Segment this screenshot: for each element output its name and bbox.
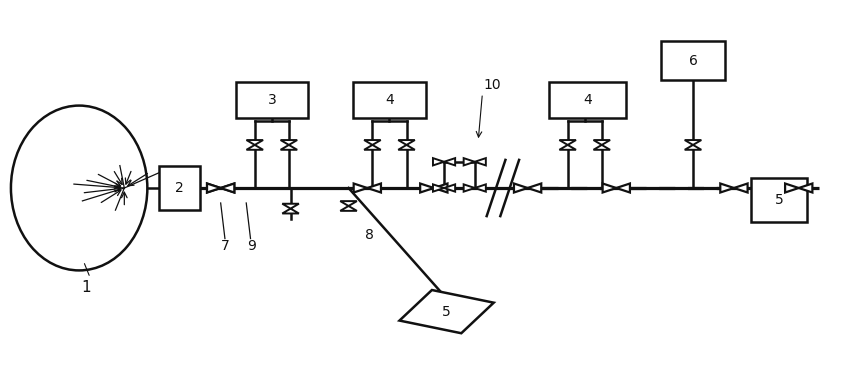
Polygon shape bbox=[206, 183, 220, 193]
Polygon shape bbox=[220, 183, 234, 193]
Polygon shape bbox=[432, 184, 444, 192]
FancyBboxPatch shape bbox=[160, 167, 200, 209]
Polygon shape bbox=[616, 183, 630, 193]
Polygon shape bbox=[220, 183, 234, 193]
Text: 1: 1 bbox=[81, 280, 90, 295]
Polygon shape bbox=[602, 183, 616, 193]
Polygon shape bbox=[206, 183, 220, 193]
Text: 5: 5 bbox=[774, 193, 782, 207]
Polygon shape bbox=[444, 158, 455, 165]
Polygon shape bbox=[367, 183, 380, 193]
Polygon shape bbox=[719, 183, 733, 193]
Text: 8: 8 bbox=[365, 228, 374, 242]
Polygon shape bbox=[281, 145, 297, 150]
Polygon shape bbox=[559, 145, 575, 150]
Polygon shape bbox=[247, 145, 263, 150]
Polygon shape bbox=[281, 140, 297, 145]
Polygon shape bbox=[684, 145, 700, 150]
Polygon shape bbox=[514, 183, 527, 193]
Text: 6: 6 bbox=[688, 54, 697, 68]
Text: 3: 3 bbox=[267, 93, 276, 107]
Polygon shape bbox=[339, 206, 357, 211]
Polygon shape bbox=[420, 183, 433, 193]
Text: 2: 2 bbox=[175, 181, 184, 195]
FancyBboxPatch shape bbox=[548, 82, 625, 118]
Polygon shape bbox=[363, 140, 380, 145]
Polygon shape bbox=[474, 184, 485, 192]
Polygon shape bbox=[684, 140, 700, 145]
Polygon shape bbox=[593, 140, 609, 145]
Polygon shape bbox=[798, 183, 811, 193]
Polygon shape bbox=[353, 183, 367, 193]
Polygon shape bbox=[397, 140, 415, 145]
FancyBboxPatch shape bbox=[751, 179, 806, 221]
Polygon shape bbox=[527, 183, 541, 193]
Text: 7: 7 bbox=[220, 239, 229, 253]
FancyBboxPatch shape bbox=[660, 41, 724, 80]
Text: 4: 4 bbox=[583, 93, 591, 107]
Polygon shape bbox=[282, 209, 299, 214]
Polygon shape bbox=[399, 290, 493, 333]
Polygon shape bbox=[474, 158, 485, 165]
Polygon shape bbox=[593, 145, 609, 150]
Polygon shape bbox=[463, 184, 474, 192]
FancyBboxPatch shape bbox=[353, 82, 426, 118]
Text: 4: 4 bbox=[385, 93, 393, 107]
Polygon shape bbox=[397, 145, 415, 150]
Polygon shape bbox=[559, 140, 575, 145]
FancyBboxPatch shape bbox=[235, 82, 308, 118]
Polygon shape bbox=[339, 201, 357, 206]
Polygon shape bbox=[463, 158, 474, 165]
Polygon shape bbox=[363, 145, 380, 150]
Polygon shape bbox=[282, 204, 299, 209]
Polygon shape bbox=[784, 183, 798, 193]
Polygon shape bbox=[733, 183, 746, 193]
Text: 10: 10 bbox=[483, 78, 500, 92]
Text: 5: 5 bbox=[442, 305, 450, 318]
Polygon shape bbox=[247, 140, 263, 145]
Polygon shape bbox=[433, 183, 447, 193]
Polygon shape bbox=[444, 184, 455, 192]
Text: 9: 9 bbox=[247, 239, 256, 253]
Ellipse shape bbox=[11, 106, 148, 270]
Polygon shape bbox=[432, 158, 444, 165]
